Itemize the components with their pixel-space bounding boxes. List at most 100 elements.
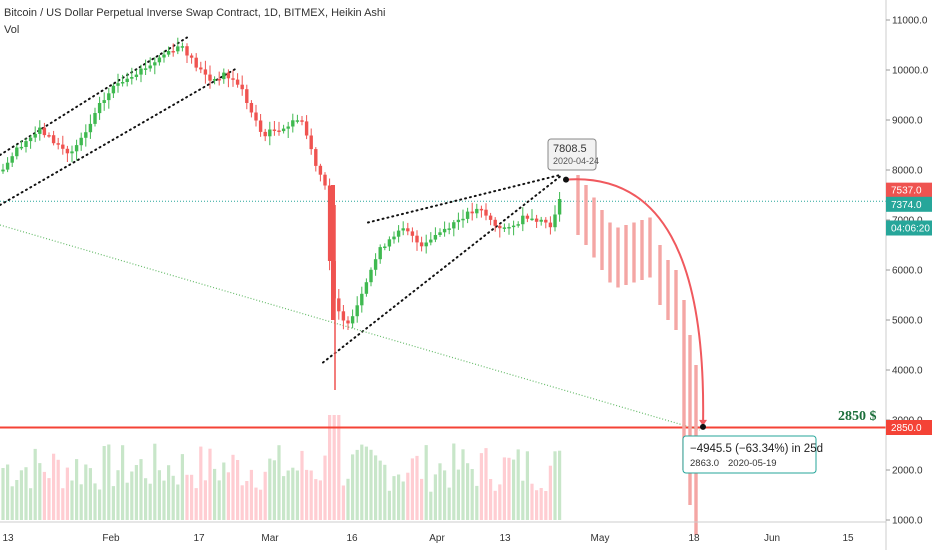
candle-body xyxy=(217,79,221,81)
price-tick-label: 8000.0 xyxy=(892,166,923,177)
volume-bar xyxy=(282,476,286,520)
volume-bar xyxy=(553,451,557,520)
projection-callout-box xyxy=(682,435,817,474)
volume-bar xyxy=(291,467,295,520)
candle-body xyxy=(530,218,534,221)
volume-bar xyxy=(121,445,125,520)
candle-body xyxy=(442,228,447,233)
volume-bar xyxy=(176,484,180,520)
candle-body xyxy=(125,78,129,82)
volume-bar xyxy=(314,479,318,520)
candle-body xyxy=(194,57,198,68)
volume-bar xyxy=(79,484,83,520)
candle-body xyxy=(525,215,530,219)
candle-body xyxy=(465,211,470,219)
volume-bar xyxy=(1,468,5,520)
volume-bar xyxy=(222,462,226,520)
volume-bar xyxy=(139,459,143,520)
candle-body xyxy=(1,169,5,172)
price-tick-label: 1000.0 xyxy=(892,516,923,527)
volume-bar xyxy=(387,490,391,520)
price-axis: 11000.010000.09000.08000.07000.06000.050… xyxy=(885,0,932,550)
volume-bar xyxy=(231,454,235,520)
price-tick-label: 9000.0 xyxy=(892,116,923,127)
candle-body xyxy=(148,65,152,69)
volume-bar xyxy=(272,460,276,520)
volume-bar xyxy=(470,469,474,520)
volume-bar xyxy=(484,448,488,520)
volume-bar xyxy=(558,450,562,520)
candle-body xyxy=(84,132,88,138)
candle-body xyxy=(539,219,543,222)
volume-bar xyxy=(213,468,217,520)
candle-body xyxy=(231,78,235,80)
candle-body xyxy=(65,148,70,154)
volume-bar xyxy=(493,490,497,520)
candle-body xyxy=(355,305,359,317)
candle-body xyxy=(111,85,116,94)
candle-body xyxy=(180,46,185,48)
time-tick-label: Feb xyxy=(102,533,120,544)
volume-bar xyxy=(102,446,106,520)
volume-bar xyxy=(401,481,405,520)
candle-body xyxy=(28,137,33,142)
volume-bar xyxy=(328,415,332,520)
candle-body xyxy=(134,74,139,77)
price-tick-label: 6000.0 xyxy=(892,266,923,277)
candle-body xyxy=(452,222,456,229)
candle-body xyxy=(70,151,74,154)
volume-bar xyxy=(171,475,175,520)
volume-bars xyxy=(1,415,562,520)
candle-body xyxy=(456,219,461,223)
candle-body xyxy=(42,127,47,136)
candle-body xyxy=(327,185,332,261)
candle-body xyxy=(387,239,392,247)
candle-body xyxy=(475,208,479,214)
projected-candle xyxy=(608,222,612,283)
volume-bar xyxy=(507,457,511,520)
candle-body xyxy=(286,126,290,129)
volume-bar xyxy=(130,471,134,520)
candle-body xyxy=(295,120,300,122)
projected-candle xyxy=(688,335,692,505)
candle-body xyxy=(240,84,244,90)
candle-body xyxy=(74,145,79,152)
candle-body xyxy=(392,236,396,240)
candle-body xyxy=(107,93,111,101)
candle-body xyxy=(268,129,272,137)
candle-body xyxy=(222,72,226,80)
volume-bar xyxy=(56,459,60,520)
candle-body xyxy=(415,235,419,243)
projection-callout: −4945.5 (−63.34%) in 25d 2863.0 2020-05-19 xyxy=(682,435,823,474)
candle-body xyxy=(488,215,493,220)
volume-bar xyxy=(512,459,516,520)
volume-bar xyxy=(318,480,322,520)
candle-body xyxy=(323,174,327,186)
time-tick-label: Mar xyxy=(261,533,279,544)
volume-bar xyxy=(134,465,138,520)
candle-body xyxy=(369,269,373,283)
candle-body xyxy=(19,146,24,149)
volume-bar xyxy=(341,485,345,520)
volume-bar xyxy=(355,449,359,520)
projection-price: 2863.0 xyxy=(690,458,719,469)
candle-body xyxy=(153,62,157,66)
candle-body xyxy=(162,54,166,58)
volume-bar xyxy=(185,474,189,520)
volume-bar xyxy=(364,446,368,520)
projection xyxy=(563,176,707,430)
candle-body xyxy=(88,123,93,133)
candle-body xyxy=(318,165,323,175)
candle-body xyxy=(544,219,548,223)
volume-bar xyxy=(15,480,19,520)
candle-body xyxy=(79,137,83,146)
candle-body xyxy=(383,246,387,248)
volume-bar xyxy=(107,444,111,520)
volume-bar xyxy=(111,486,115,520)
projected-candle xyxy=(640,220,644,280)
candle-body xyxy=(5,162,10,170)
projected-candle xyxy=(584,185,588,245)
projected-candle xyxy=(600,210,604,270)
candle-body xyxy=(304,121,309,136)
